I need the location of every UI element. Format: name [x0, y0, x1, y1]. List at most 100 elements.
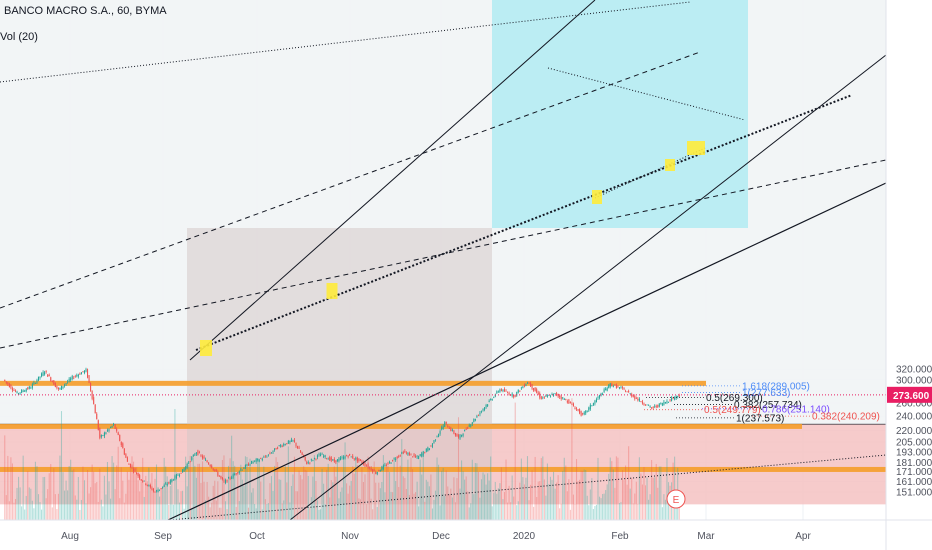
volume-bar — [235, 506, 237, 520]
volume-bar — [229, 458, 231, 520]
candle-body — [189, 461, 191, 463]
candle-body — [433, 440, 435, 444]
candle-body — [537, 392, 539, 395]
volume-bar — [82, 466, 84, 520]
candle-body — [151, 487, 153, 491]
candle-body — [125, 454, 127, 458]
volume-bar — [419, 459, 421, 520]
candle-body — [287, 440, 289, 444]
volume-bar — [395, 481, 397, 520]
volume-bar — [534, 456, 536, 520]
candle-body — [139, 475, 141, 479]
volume-bar — [200, 482, 202, 520]
candle-body — [290, 439, 292, 442]
volume-bar — [244, 456, 246, 520]
y-tick-label: 181.000 — [896, 458, 932, 469]
volume-bar — [415, 492, 417, 520]
candle-body — [247, 463, 250, 466]
candle-body — [671, 398, 673, 401]
candle-body — [654, 405, 656, 407]
candle-body — [588, 407, 590, 411]
volume-bar — [88, 493, 90, 520]
volume-bar — [168, 504, 170, 520]
candle-body — [476, 416, 478, 418]
volume-bar — [388, 472, 391, 520]
candle-body — [664, 402, 666, 404]
volume-bar — [224, 501, 227, 520]
volume-bar — [637, 503, 639, 520]
volume-bar — [329, 497, 331, 520]
volume-bar — [454, 502, 456, 520]
candle-body — [388, 461, 391, 463]
price-axis[interactable]: 151.000161.000171.000181.000193.000205.0… — [896, 365, 932, 499]
volume-bar — [453, 477, 455, 520]
volume-bar — [7, 455, 9, 520]
candle-body — [113, 423, 115, 426]
volume-bar — [77, 476, 79, 520]
candle-body — [108, 428, 110, 432]
earnings-marker[interactable]: E — [666, 489, 686, 509]
volume-bar — [255, 508, 257, 520]
candle-body — [14, 390, 17, 392]
time-axis[interactable]: Aug Sep Oct Nov Dec 2020 Feb Mar Apr — [61, 531, 811, 542]
candle-body — [57, 387, 59, 390]
volume-bar — [338, 498, 340, 520]
volume-bar — [367, 456, 369, 520]
volume-bar — [491, 506, 493, 520]
candle-body — [335, 460, 337, 463]
volume-bar — [93, 471, 95, 520]
candle-body — [376, 471, 378, 475]
volume-bar — [5, 495, 7, 520]
candle-body — [381, 466, 383, 471]
candle-body — [600, 393, 602, 396]
candle-body — [258, 459, 260, 462]
candle-body — [333, 459, 335, 462]
candle-body — [513, 394, 515, 398]
candle-body — [421, 453, 423, 457]
candle-body — [605, 388, 607, 391]
candle-body — [303, 454, 305, 457]
candle-body — [479, 412, 481, 415]
candle-body — [267, 454, 269, 456]
volume-bar — [324, 504, 326, 520]
candle-body — [109, 427, 112, 428]
candle-body — [484, 407, 486, 410]
candle-body — [174, 475, 176, 481]
candle-body — [405, 452, 407, 454]
volume-bar — [149, 482, 151, 520]
volume-bar — [434, 490, 437, 520]
volume-bar — [602, 493, 604, 520]
volume-bar — [73, 469, 75, 520]
candle-body — [105, 432, 107, 435]
volume-bar — [641, 484, 643, 520]
candle-body — [614, 384, 616, 386]
candle-body — [209, 464, 211, 467]
candle-body — [128, 464, 130, 465]
candle-body — [280, 445, 282, 447]
candle-body — [88, 375, 90, 383]
candle-body — [655, 405, 657, 407]
volume-bar — [626, 484, 628, 520]
candle-body — [13, 390, 15, 391]
volume-bar — [462, 471, 464, 520]
candle-body — [309, 462, 311, 464]
volume-bar — [218, 507, 220, 520]
volume-bar — [25, 495, 27, 520]
candle-body — [678, 395, 680, 397]
candle-body — [195, 452, 197, 455]
volume-bar — [422, 455, 424, 520]
x-tick-label: Dec — [432, 531, 450, 542]
candle-body — [560, 396, 562, 399]
volume-bars — [4, 398, 680, 520]
candle-body — [246, 464, 248, 466]
volume-bar — [212, 485, 214, 520]
volume-bar — [33, 508, 35, 520]
candle-body — [45, 370, 47, 373]
volume-bar — [211, 502, 213, 520]
y-tick-label: 220.000 — [896, 426, 932, 437]
candle-body — [321, 453, 323, 455]
candle-body — [27, 387, 29, 389]
earnings-icon[interactable] — [666, 489, 686, 509]
volume-bar — [425, 479, 427, 520]
